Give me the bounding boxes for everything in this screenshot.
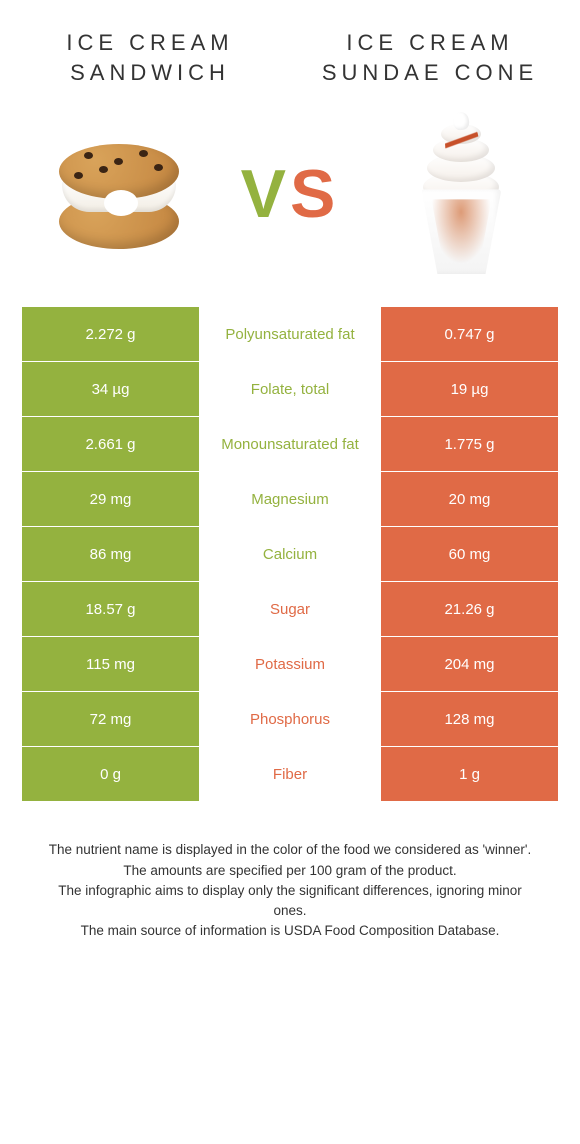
vs-v: V [241, 156, 290, 232]
right-value: 20 mg [380, 472, 558, 527]
nutrient-label: Monounsaturated fat [200, 417, 380, 472]
right-value: 128 mg [380, 692, 558, 747]
nutrient-label: Magnesium [200, 472, 380, 527]
table-row: 72 mgPhosphorus128 mg [22, 692, 558, 747]
vs-label: VS [241, 155, 340, 233]
left-value: 72 mg [22, 692, 200, 747]
footer-line-4: The main source of information is USDA F… [40, 921, 540, 941]
left-value: 29 mg [22, 472, 200, 527]
table-row: 115 mgPotassium204 mg [22, 637, 558, 692]
table-row: 86 mgCalcium60 mg [22, 527, 558, 582]
left-value: 18.57 g [22, 582, 200, 637]
right-food-title: Ice cream sundae cone [310, 28, 550, 87]
ice-cream-sundae-image [386, 119, 536, 269]
table-row: 0 gFiber1 g [22, 747, 558, 802]
left-food-title: Ice cream sandwich [30, 28, 270, 87]
left-value: 34 µg [22, 362, 200, 417]
footer-line-2: The amounts are specified per 100 gram o… [40, 861, 540, 881]
ice-cream-sandwich-image [44, 119, 194, 269]
right-value: 60 mg [380, 527, 558, 582]
right-value: 19 µg [380, 362, 558, 417]
right-value: 21.26 g [380, 582, 558, 637]
table-row: 2.661 gMonounsaturated fat1.775 g [22, 417, 558, 472]
footer-line-3: The infographic aims to display only the… [40, 881, 540, 922]
table-row: 29 mgMagnesium20 mg [22, 472, 558, 527]
left-value: 86 mg [22, 527, 200, 582]
header: Ice cream sandwich Ice cream sundae cone [0, 0, 580, 97]
nutrient-label: Sugar [200, 582, 380, 637]
right-value: 0.747 g [380, 307, 558, 362]
nutrient-label: Potassium [200, 637, 380, 692]
left-value: 115 mg [22, 637, 200, 692]
table-row: 18.57 gSugar21.26 g [22, 582, 558, 637]
table-row: 2.272 gPolyunsaturated fat0.747 g [22, 307, 558, 362]
right-value: 204 mg [380, 637, 558, 692]
table-row: 34 µgFolate, total19 µg [22, 362, 558, 417]
nutrient-label: Calcium [200, 527, 380, 582]
nutrient-label: Fiber [200, 747, 380, 802]
footer-line-1: The nutrient name is displayed in the co… [40, 840, 540, 860]
right-value: 1 g [380, 747, 558, 802]
versus-row: VS [0, 97, 580, 307]
left-value: 2.272 g [22, 307, 200, 362]
nutrient-label: Polyunsaturated fat [200, 307, 380, 362]
vs-s: S [290, 156, 339, 232]
right-value: 1.775 g [380, 417, 558, 472]
left-value: 0 g [22, 747, 200, 802]
nutrient-label: Phosphorus [200, 692, 380, 747]
nutrient-table: 2.272 gPolyunsaturated fat0.747 g34 µgFo… [22, 307, 558, 802]
nutrient-label: Folate, total [200, 362, 380, 417]
left-value: 2.661 g [22, 417, 200, 472]
footer-notes: The nutrient name is displayed in the co… [40, 840, 540, 941]
